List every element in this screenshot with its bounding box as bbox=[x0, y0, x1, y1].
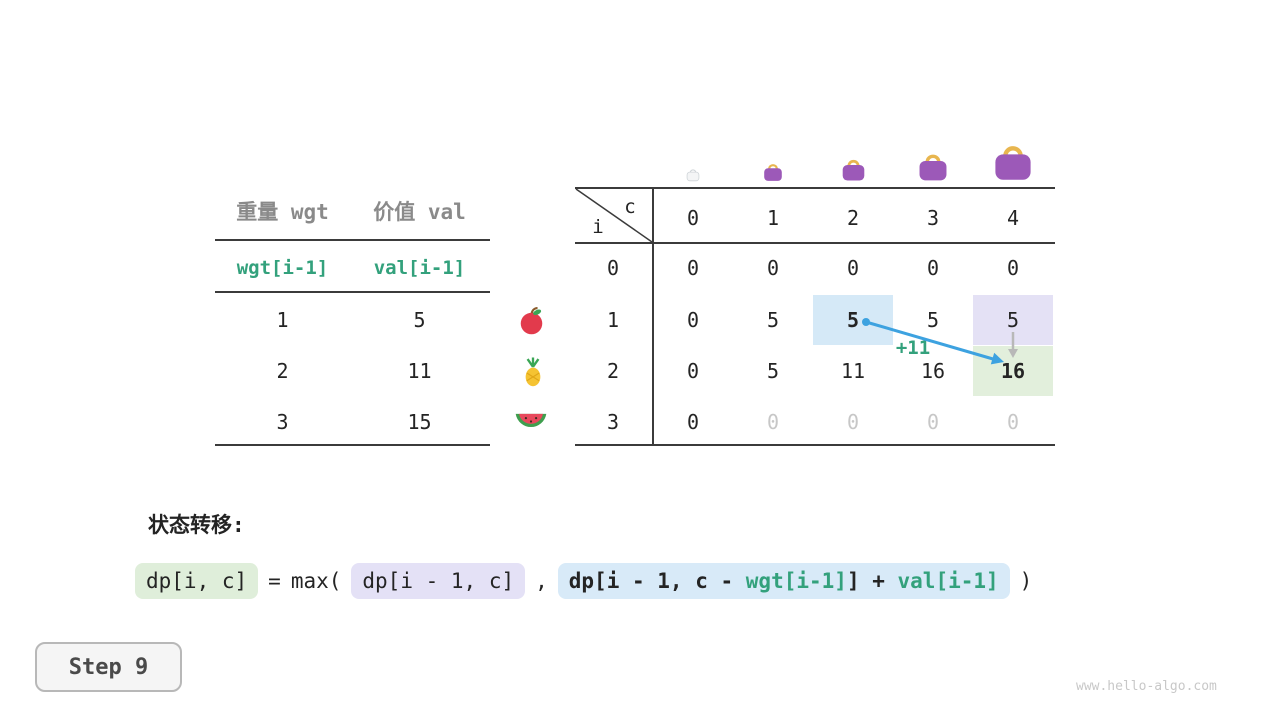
dp-cell-0-0: 0 bbox=[686, 256, 700, 280]
formula-arg1: dp[i - 1, c] bbox=[351, 563, 526, 599]
dp-cell-3-3: 0 bbox=[926, 410, 940, 434]
dp-cell-0-2: 0 bbox=[846, 256, 860, 280]
left-table-val-3: 15 bbox=[407, 410, 432, 434]
dp-cell-0-1: 0 bbox=[766, 256, 780, 280]
dp-cell-1-1: 5 bbox=[766, 308, 780, 332]
dp-row-label-0: 0 bbox=[606, 256, 620, 280]
dp-cell-3-1: 0 bbox=[766, 410, 780, 434]
bag-xlarge-icon bbox=[973, 120, 1053, 182]
formula-arg2-part2: ] + bbox=[846, 569, 898, 593]
state-transition-label: 状态转移: bbox=[148, 513, 245, 537]
dp-cell-2-0: 0 bbox=[686, 359, 700, 383]
dp-cell-1-4: 5 bbox=[1006, 308, 1020, 332]
dp-row-label-1: 1 bbox=[606, 308, 620, 332]
formula-arg2-val: val[i-1] bbox=[897, 569, 999, 593]
left-table-header-rule bbox=[215, 239, 490, 241]
dp-col-header-4: 4 bbox=[1006, 206, 1020, 230]
transition-annotation: +11 bbox=[895, 337, 931, 359]
left-table-index-val: val[i-1] bbox=[373, 257, 466, 279]
watermark: www.hello-algo.com bbox=[1076, 679, 1217, 694]
dp-cell-3-2: 0 bbox=[846, 410, 860, 434]
watermelon-icon bbox=[512, 406, 550, 436]
state-transition-formula: dp[i, c] = max( dp[i - 1, c] , dp[i - 1,… bbox=[135, 560, 1032, 602]
left-table-index-wgt: wgt[i-1] bbox=[236, 257, 329, 279]
bag-large-icon bbox=[893, 120, 973, 182]
formula-lhs: dp[i, c] bbox=[135, 563, 259, 599]
dp-cell-1-2: 5 bbox=[846, 308, 860, 332]
dp-cell-1-0: 0 bbox=[686, 308, 700, 332]
dp-cell-0-3: 0 bbox=[926, 256, 940, 280]
left-table-wgt-2: 2 bbox=[276, 359, 289, 383]
formula-max-open: max( bbox=[290, 569, 342, 593]
dp-cell-2-2: 11 bbox=[840, 359, 866, 383]
left-table-val-1: 5 bbox=[413, 308, 426, 332]
dp-cell-3-4: 0 bbox=[1006, 410, 1020, 434]
formula-arg2-part1: dp[i - 1, c - bbox=[568, 569, 746, 593]
left-table-wgt-1: 1 bbox=[276, 308, 289, 332]
dp-col-header-0: 0 bbox=[686, 206, 700, 230]
dp-cell-3-0: 0 bbox=[686, 410, 700, 434]
apple-icon bbox=[514, 302, 548, 338]
dp-col-header-2: 2 bbox=[846, 206, 860, 230]
dp-table-bottom-rule bbox=[575, 444, 1055, 446]
left-table-wgt-3: 3 bbox=[276, 410, 289, 434]
left-table-val-2: 11 bbox=[407, 359, 432, 383]
dp-table-top-rule bbox=[575, 187, 1055, 189]
dp-row-label-2: 2 bbox=[606, 359, 620, 383]
left-table-index-rule bbox=[215, 291, 490, 293]
dp-cell-0-4: 0 bbox=[1006, 256, 1020, 280]
left-table-header-weight: 重量 wgt bbox=[236, 200, 329, 224]
formula-arg2-wgt: wgt[i-1] bbox=[745, 569, 847, 593]
formula-arg2: dp[i - 1, c - wgt[i-1]] + val[i-1] bbox=[557, 563, 1010, 599]
dp-col-header-1: 1 bbox=[766, 206, 780, 230]
dp-row-label-3: 3 bbox=[606, 410, 620, 434]
bag-medium-icon bbox=[813, 120, 893, 182]
dp-cell-2-3: 16 bbox=[920, 359, 946, 383]
bag-empty-icon bbox=[653, 120, 733, 182]
dp-cell-2-1: 5 bbox=[766, 359, 780, 383]
dp-col-header-3: 3 bbox=[926, 206, 940, 230]
dp-corner-col-label: c bbox=[624, 196, 636, 218]
pineapple-icon bbox=[516, 351, 550, 391]
dp-cell-2-4: 16 bbox=[1000, 359, 1026, 383]
dp-table-header-rule bbox=[575, 242, 1055, 244]
left-table-bottom-rule bbox=[215, 444, 490, 446]
formula-close-paren: ) bbox=[1019, 569, 1033, 593]
left-table-header-value: 价值 val bbox=[373, 200, 466, 224]
dp-corner-row-label: i bbox=[592, 216, 604, 238]
step-badge: Step 9 bbox=[35, 642, 182, 692]
dp-table-vertical-rule bbox=[652, 187, 654, 446]
formula-equals: = bbox=[268, 569, 281, 593]
bag-small-icon bbox=[733, 120, 813, 182]
formula-comma: , bbox=[535, 569, 548, 593]
